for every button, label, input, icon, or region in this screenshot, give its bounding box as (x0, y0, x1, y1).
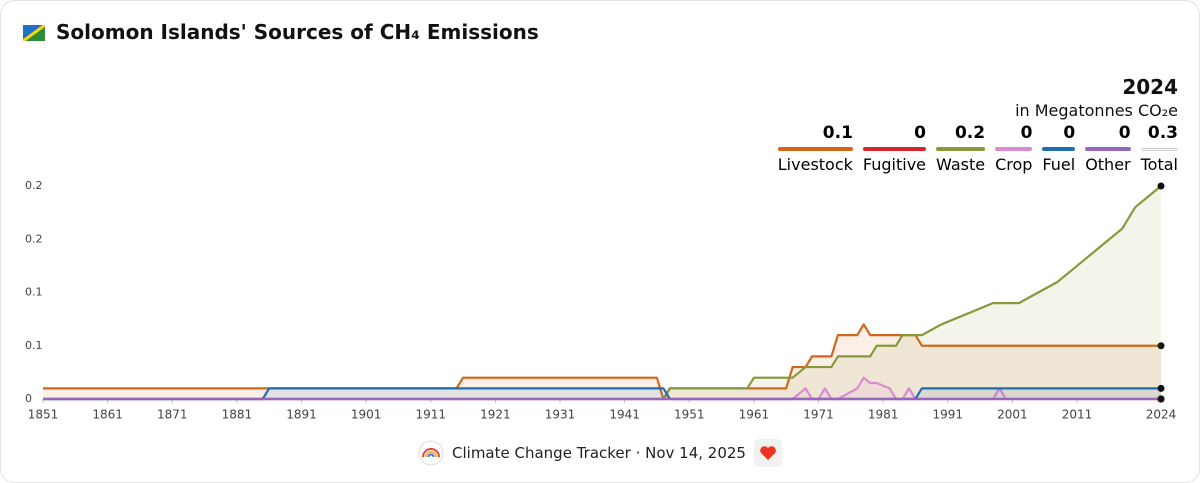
legend-item: 0 Other (1085, 123, 1131, 174)
legend-value: 0.1 (822, 123, 853, 143)
legend-swatch (995, 147, 1033, 151)
legend-item: 0 Crop (995, 123, 1033, 174)
x-tick-label: 2024 (1146, 408, 1177, 422)
legend-label: Total (1140, 155, 1178, 174)
footer: Climate Change Tracker · Nov 14, 2025 (1, 439, 1199, 467)
x-tick-label: 1941 (609, 408, 640, 422)
x-tick-label: 1851 (28, 408, 59, 422)
x-tick-label: 1901 (351, 408, 382, 422)
chart-title: Solomon Islands' Sources of CH₄ Emission… (56, 20, 539, 44)
legend-swatch (936, 147, 986, 151)
x-tick-label: 1861 (92, 408, 123, 422)
legend-value: 0 (914, 123, 927, 143)
x-tick-label: 1871 (157, 408, 188, 422)
x-tick-label: 1931 (545, 408, 576, 422)
legend-swatch (1085, 147, 1131, 151)
x-tick-label: 1911 (415, 408, 446, 422)
flag-icon (23, 25, 45, 41)
y-tick-label: 0 (25, 392, 32, 405)
x-tick-label: 1881 (222, 408, 253, 422)
x-tick-label: 1921 (480, 408, 511, 422)
legend-value: 0.2 (954, 123, 986, 143)
end-dot (1157, 384, 1165, 392)
end-dot (1157, 395, 1165, 403)
legend: 0.1 Livestock 0 Fugitive 0.2 Waste 0 Crop 0 Fuel 0… (777, 123, 1178, 174)
legend-value: 0 (1118, 123, 1131, 143)
legend-label: Waste (936, 155, 986, 174)
series-area (43, 377, 1161, 399)
series-area (43, 186, 1161, 399)
x-tick-label: 1891 (286, 408, 317, 422)
legend-swatch (1140, 147, 1178, 151)
logo (418, 440, 444, 466)
x-tick-label: 2011 (1062, 408, 1093, 422)
latest-year: 2024 (1122, 75, 1178, 99)
legend-value: 0 (1020, 123, 1033, 143)
end-dot (1157, 182, 1165, 190)
plot: 0 0.1 0.1 0.2 0.2 1851 1861 1871 1881 1891 1901 191… (25, 179, 1177, 422)
x-tick-label: 2001 (997, 408, 1028, 422)
y-tick-label: 0.2 (25, 232, 43, 245)
legend-label: Other (1085, 155, 1131, 174)
x-tick-label: 1951 (674, 408, 705, 422)
x-tick-label: 1971 (803, 408, 834, 422)
x-tick-label: 1981 (868, 408, 899, 422)
legend-swatch (862, 147, 927, 151)
legend-swatch (1042, 147, 1076, 151)
legend-item: 0 Fuel (1042, 123, 1076, 174)
like-button[interactable] (753, 439, 782, 467)
footer-text: Climate Change Tracker · Nov 14, 2025 (452, 444, 746, 462)
series-area (43, 388, 1161, 399)
legend-label: Crop (995, 155, 1033, 174)
series-line (43, 185, 1162, 401)
legend-value: 0 (1063, 123, 1076, 143)
x-tick-label: 1991 (932, 408, 963, 422)
legend-label: Fugitive (862, 155, 927, 174)
x-tick-label: 1961 (739, 408, 770, 422)
series-area (43, 324, 1161, 399)
unit-label: in Megatonnes CO₂e (1015, 101, 1178, 120)
legend-item: 0.3 Total (1140, 123, 1178, 174)
legend-item: 0 Fugitive (862, 123, 927, 174)
end-dot (1157, 342, 1165, 350)
legend-value: 0.3 (1147, 123, 1178, 143)
y-tick-label: 0.1 (25, 339, 43, 352)
legend-item: 0.2 Waste (936, 123, 986, 174)
y-tick-label: 0.1 (25, 286, 43, 299)
legend-label: Livestock (777, 155, 853, 174)
legend-item: 0.1 Livestock (777, 123, 853, 174)
legend-label: Fuel (1042, 155, 1076, 174)
legend-swatch (777, 147, 853, 151)
y-tick-label: 0.2 (25, 179, 43, 192)
